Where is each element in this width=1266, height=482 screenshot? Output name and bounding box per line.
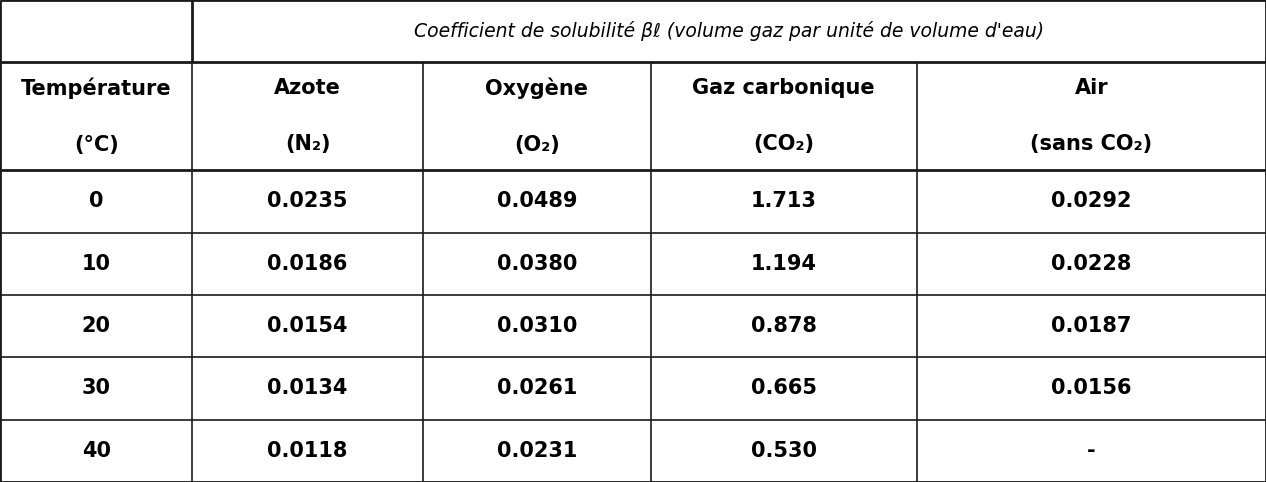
Text: 0.530: 0.530 — [751, 441, 817, 461]
Text: Gaz carbonique

(CO₂): Gaz carbonique (CO₂) — [693, 78, 875, 154]
Text: 30: 30 — [82, 378, 110, 399]
Text: Température

(°C): Température (°C) — [22, 77, 171, 155]
Text: 0.0261: 0.0261 — [496, 378, 577, 399]
Text: 0.0118: 0.0118 — [267, 441, 348, 461]
Text: 1.713: 1.713 — [751, 191, 817, 211]
Text: Azote

(N₂): Azote (N₂) — [275, 78, 341, 154]
Text: Coefficient de solubilité βℓ (volume gaz par unité de volume d'eau): Coefficient de solubilité βℓ (volume gaz… — [414, 21, 1044, 41]
Text: 0.0134: 0.0134 — [267, 378, 348, 399]
Text: 0.0156: 0.0156 — [1051, 378, 1132, 399]
Text: Oxygène

(O₂): Oxygène (O₂) — [485, 77, 589, 155]
Text: 0.878: 0.878 — [751, 316, 817, 336]
Text: 0.0228: 0.0228 — [1051, 254, 1132, 274]
Text: 0.0235: 0.0235 — [267, 191, 348, 211]
Text: 0.0187: 0.0187 — [1051, 316, 1132, 336]
Text: 0.0380: 0.0380 — [496, 254, 577, 274]
Text: 40: 40 — [82, 441, 110, 461]
Text: 0: 0 — [89, 191, 104, 211]
Text: Air

(sans CO₂): Air (sans CO₂) — [1031, 78, 1152, 154]
Text: -: - — [1087, 441, 1095, 461]
Text: 0.0186: 0.0186 — [267, 254, 348, 274]
Text: 0.0154: 0.0154 — [267, 316, 348, 336]
Text: 0.665: 0.665 — [751, 378, 817, 399]
Text: 0.0489: 0.0489 — [496, 191, 577, 211]
Text: 0.0292: 0.0292 — [1051, 191, 1132, 211]
Text: 0.0310: 0.0310 — [496, 316, 577, 336]
Text: 10: 10 — [82, 254, 110, 274]
Text: 20: 20 — [82, 316, 110, 336]
Text: 0.0231: 0.0231 — [496, 441, 577, 461]
Text: 1.194: 1.194 — [751, 254, 817, 274]
